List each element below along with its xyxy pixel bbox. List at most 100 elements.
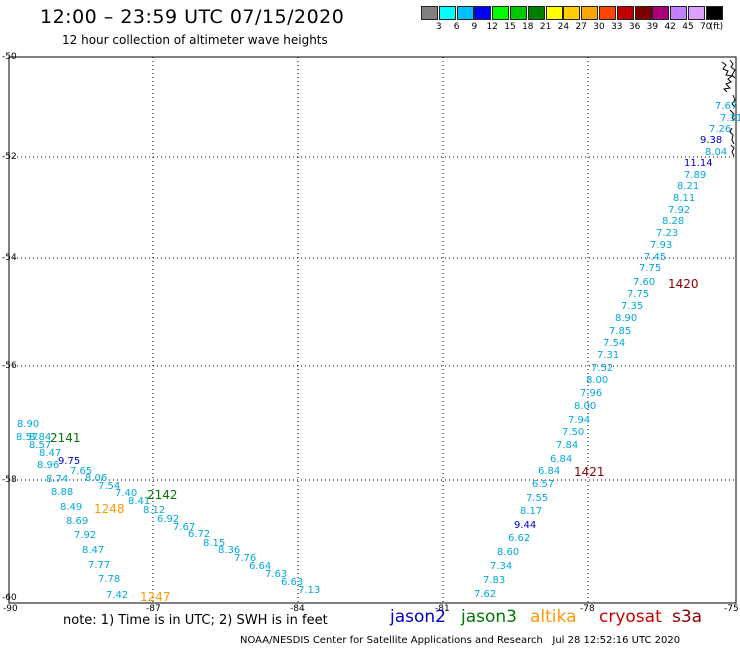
- wave-height-label: 7.83: [483, 575, 506, 586]
- coastline: [721, 59, 736, 157]
- colorbar-label: 3: [435, 22, 442, 32]
- colorbar-swatch: [527, 6, 545, 20]
- wave-height-label: 8.00: [586, 375, 609, 386]
- lon-label: -78: [580, 604, 595, 614]
- lat-label: -60: [2, 593, 17, 603]
- colorbar-label: 6: [453, 22, 460, 32]
- legend-s3a: s3a: [672, 607, 703, 627]
- time-label: 1247: [140, 590, 171, 604]
- wave-height-label: 8.69: [66, 516, 89, 527]
- wave-height-label: 6.92: [157, 514, 180, 525]
- wave-height-label: 7.92: [668, 205, 691, 216]
- wave-height-label: 6.63: [281, 577, 304, 588]
- colorbar-swatch: [688, 6, 705, 20]
- colorbar-swatch: [510, 6, 527, 20]
- legend-jason3: jason3: [461, 607, 517, 627]
- colorbar-label: 12: [486, 22, 498, 32]
- wave-height-label: 7.40: [115, 488, 138, 499]
- grid-lines: [9, 57, 736, 603]
- wave-height-label: 7.85: [609, 326, 632, 337]
- wave-height-label: 6.64: [249, 561, 272, 572]
- map-subtitle: 12 hour collection of altimeter wave hei…: [62, 33, 328, 47]
- colorbar-label: 9: [471, 22, 478, 32]
- wave-height-label: 7.63: [265, 569, 288, 580]
- wave-height-label: 8.21: [677, 181, 700, 192]
- colorbar-label: 21: [539, 22, 552, 32]
- time-label: 2142: [147, 488, 178, 502]
- colorbar-label: 39: [646, 22, 659, 32]
- wave-height-label: 6.72: [188, 529, 211, 540]
- time-label: 1421: [574, 465, 605, 479]
- lat-label: -52: [2, 152, 17, 162]
- colorbar-label: 27: [575, 22, 587, 32]
- wave-height-label: 8.47: [39, 448, 62, 459]
- legend-altika: altika: [530, 607, 577, 627]
- colorbar-swatch: [670, 6, 688, 20]
- wave-height-label: 7.65: [70, 466, 93, 477]
- wave-height-label: 9.44: [514, 520, 537, 531]
- colorbar-swatch: [616, 6, 634, 20]
- wave-height-label: 8.17: [520, 506, 543, 517]
- wave-height-label: 7.26: [709, 124, 732, 135]
- lat-label: -56: [2, 361, 17, 371]
- lon-label: -90: [3, 604, 18, 614]
- wave-height-label: 7.54: [603, 338, 626, 349]
- wave-height-label: 8.36: [218, 545, 241, 556]
- wave-height-label: 8.90: [17, 419, 40, 430]
- colorbar-swatch: [456, 6, 474, 20]
- wave-height-label: 7.42: [106, 590, 129, 601]
- colorbar-swatch: [599, 6, 616, 20]
- wave-height-label: 6.84: [538, 466, 561, 477]
- wave-height-label: 8.41: [128, 496, 151, 507]
- lat-label: -50: [2, 52, 17, 62]
- colorbar-swatch: [581, 6, 599, 20]
- wave-height-label: 9.75: [58, 456, 81, 467]
- wave-height-label: 7.75: [639, 263, 662, 274]
- wave-height-label: 6.84: [550, 454, 573, 465]
- colorbar-swatch: [438, 6, 456, 20]
- colorbar-swatch: [652, 6, 670, 20]
- wave-height-label: 7.34: [490, 561, 513, 572]
- wave-height-label: 8.60: [497, 547, 520, 558]
- lon-label: -84: [290, 604, 305, 614]
- wave-height-label: 11.14: [684, 158, 713, 169]
- wave-height-label: 8.47: [82, 545, 105, 556]
- map-border: [8, 56, 737, 604]
- wave-height-label: 7.78: [98, 574, 121, 585]
- wave-height-label: 7.13: [298, 585, 321, 596]
- wave-height-label: 9.38: [700, 135, 723, 146]
- wave-height-label: 6.62: [508, 533, 531, 544]
- legend-cryosat: cryosat: [599, 607, 662, 627]
- colorbar-label: 30: [593, 22, 605, 32]
- colorbar-swatch: [421, 6, 438, 20]
- wave-height-label: 8.06: [85, 473, 108, 484]
- colorbar-swatch: [492, 6, 510, 20]
- lon-label: -81: [435, 604, 450, 614]
- wave-height-label: 7.50: [562, 427, 585, 438]
- wave-height-label: 7.67: [173, 522, 196, 533]
- time-label: 2141: [50, 431, 81, 445]
- wave-height-label: 8.57: [16, 432, 39, 443]
- wave-height-label: 7.94: [568, 415, 591, 426]
- colorbar-label: 15: [504, 22, 516, 32]
- lon-label: -87: [146, 604, 161, 614]
- lon-label: -75: [724, 604, 739, 614]
- wave-height-label: 7.77: [88, 560, 111, 571]
- wave-height-label: 8.28: [662, 216, 685, 227]
- wave-height-label: 7.55: [526, 493, 549, 504]
- colorbar-label: 42: [664, 22, 676, 32]
- colorbar-label: 18: [522, 22, 534, 32]
- map-title: 12:00 – 23:59 UTC 07/15/2020: [40, 6, 345, 28]
- note-text: note: 1) Time is in UTC; 2) SWH is in fe…: [63, 613, 328, 628]
- footer-credit: NOAA/NESDIS Center for Satellite Applica…: [240, 635, 681, 646]
- wave-height-label: 7.23: [656, 228, 679, 239]
- colorbar-swatch: [563, 6, 581, 20]
- wave-height-label: 8.04: [705, 147, 728, 158]
- wave-height-label: 8.90: [615, 313, 638, 324]
- wave-height-label: 7.62: [474, 589, 497, 600]
- wave-height-label: 7.92: [74, 530, 97, 541]
- wave-height-label: 8.49: [60, 502, 83, 513]
- colorbar-label: 33: [611, 22, 623, 32]
- wave-height-label: 7.76: [234, 553, 257, 564]
- colorbar-label: 70: [700, 22, 712, 32]
